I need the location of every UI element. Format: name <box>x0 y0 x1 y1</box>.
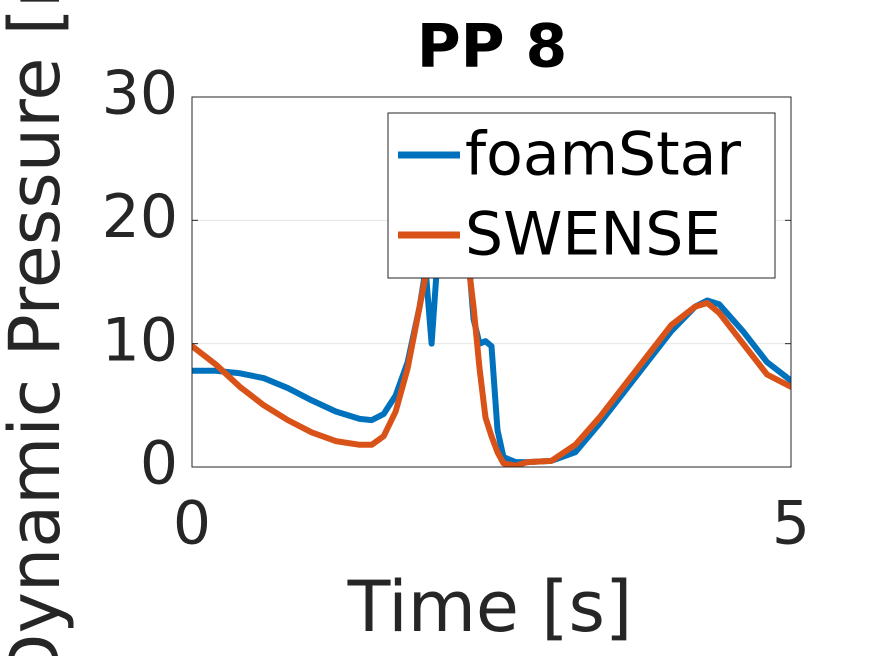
y-tick-label: 20 <box>102 182 178 252</box>
x-axis-label: Time [s] <box>347 566 633 648</box>
x-tick-label: 0 <box>173 489 211 559</box>
y-tick-label: 30 <box>102 59 178 129</box>
chart-title: PP 8 <box>417 12 568 82</box>
y-tick-label: 0 <box>140 429 178 499</box>
legend-box <box>387 112 776 279</box>
y-tick-label: 10 <box>102 305 178 375</box>
axes-box <box>191 96 792 468</box>
data-line <box>192 168 791 467</box>
legend-label: SWENSE <box>465 200 721 270</box>
legend-label: foamStar <box>465 120 741 190</box>
x-tick-label: 5 <box>772 489 810 559</box>
y-axis-label: Dynamic Pressure [m] <box>0 0 76 656</box>
